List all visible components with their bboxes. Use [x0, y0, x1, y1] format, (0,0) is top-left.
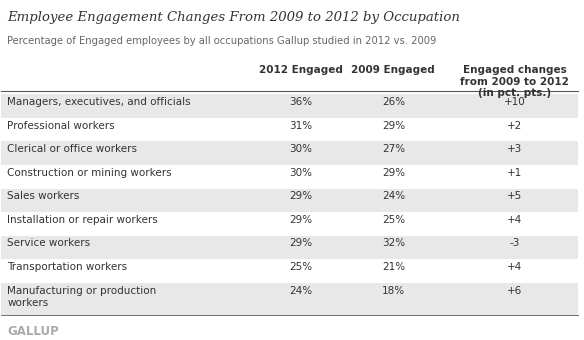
Text: 29%: 29%	[290, 238, 312, 248]
Text: Sales workers: Sales workers	[7, 191, 79, 201]
Text: +4: +4	[507, 215, 522, 225]
Text: Professional workers: Professional workers	[7, 121, 115, 131]
Text: Engaged changes
from 2009 to 2012
(in pct. pts.): Engaged changes from 2009 to 2012 (in pc…	[460, 65, 569, 98]
Text: Service workers: Service workers	[7, 238, 91, 248]
Text: Construction or mining workers: Construction or mining workers	[7, 168, 172, 178]
Bar	[1, 236, 578, 259]
Text: Managers, executives, and officials: Managers, executives, and officials	[7, 97, 191, 107]
Text: 31%: 31%	[290, 121, 312, 131]
Text: 36%: 36%	[290, 97, 312, 107]
Text: Transportation workers: Transportation workers	[7, 262, 127, 272]
Bar	[1, 283, 578, 315]
Text: -3: -3	[509, 238, 520, 248]
Text: 26%: 26%	[382, 97, 405, 107]
Text: +3: +3	[507, 144, 522, 154]
Text: +2: +2	[507, 121, 522, 131]
Text: +6: +6	[507, 287, 522, 296]
Text: 29%: 29%	[290, 191, 312, 201]
Text: 2009 Engaged: 2009 Engaged	[352, 65, 435, 75]
Text: 25%: 25%	[290, 262, 312, 272]
Text: GALLUP: GALLUP	[7, 325, 59, 338]
Text: 18%: 18%	[382, 287, 405, 296]
Text: Percentage of Engaged employees by all occupations Gallup studied in 2012 vs. 20: Percentage of Engaged employees by all o…	[7, 36, 436, 46]
Text: 2012 Engaged: 2012 Engaged	[259, 65, 343, 75]
Text: Employee Engagement Changes From 2009 to 2012 by Occupation: Employee Engagement Changes From 2009 to…	[7, 11, 460, 24]
Text: +4: +4	[507, 262, 522, 272]
Text: 27%: 27%	[382, 144, 405, 154]
Text: 30%: 30%	[290, 168, 312, 178]
Text: 25%: 25%	[382, 215, 405, 225]
Bar	[1, 188, 578, 212]
Bar	[1, 95, 578, 118]
Text: 24%: 24%	[382, 191, 405, 201]
Text: +10: +10	[503, 97, 525, 107]
Text: Manufacturing or production
workers: Manufacturing or production workers	[7, 287, 157, 308]
Text: +5: +5	[507, 191, 522, 201]
Text: Installation or repair workers: Installation or repair workers	[7, 215, 158, 225]
Text: 21%: 21%	[382, 262, 405, 272]
Text: 24%: 24%	[290, 287, 312, 296]
Bar	[1, 141, 578, 165]
Text: 29%: 29%	[382, 168, 405, 178]
Text: 30%: 30%	[290, 144, 312, 154]
Text: 29%: 29%	[382, 121, 405, 131]
Text: 29%: 29%	[290, 215, 312, 225]
Text: +1: +1	[507, 168, 522, 178]
Text: 32%: 32%	[382, 238, 405, 248]
Text: Clerical or office workers: Clerical or office workers	[7, 144, 137, 154]
